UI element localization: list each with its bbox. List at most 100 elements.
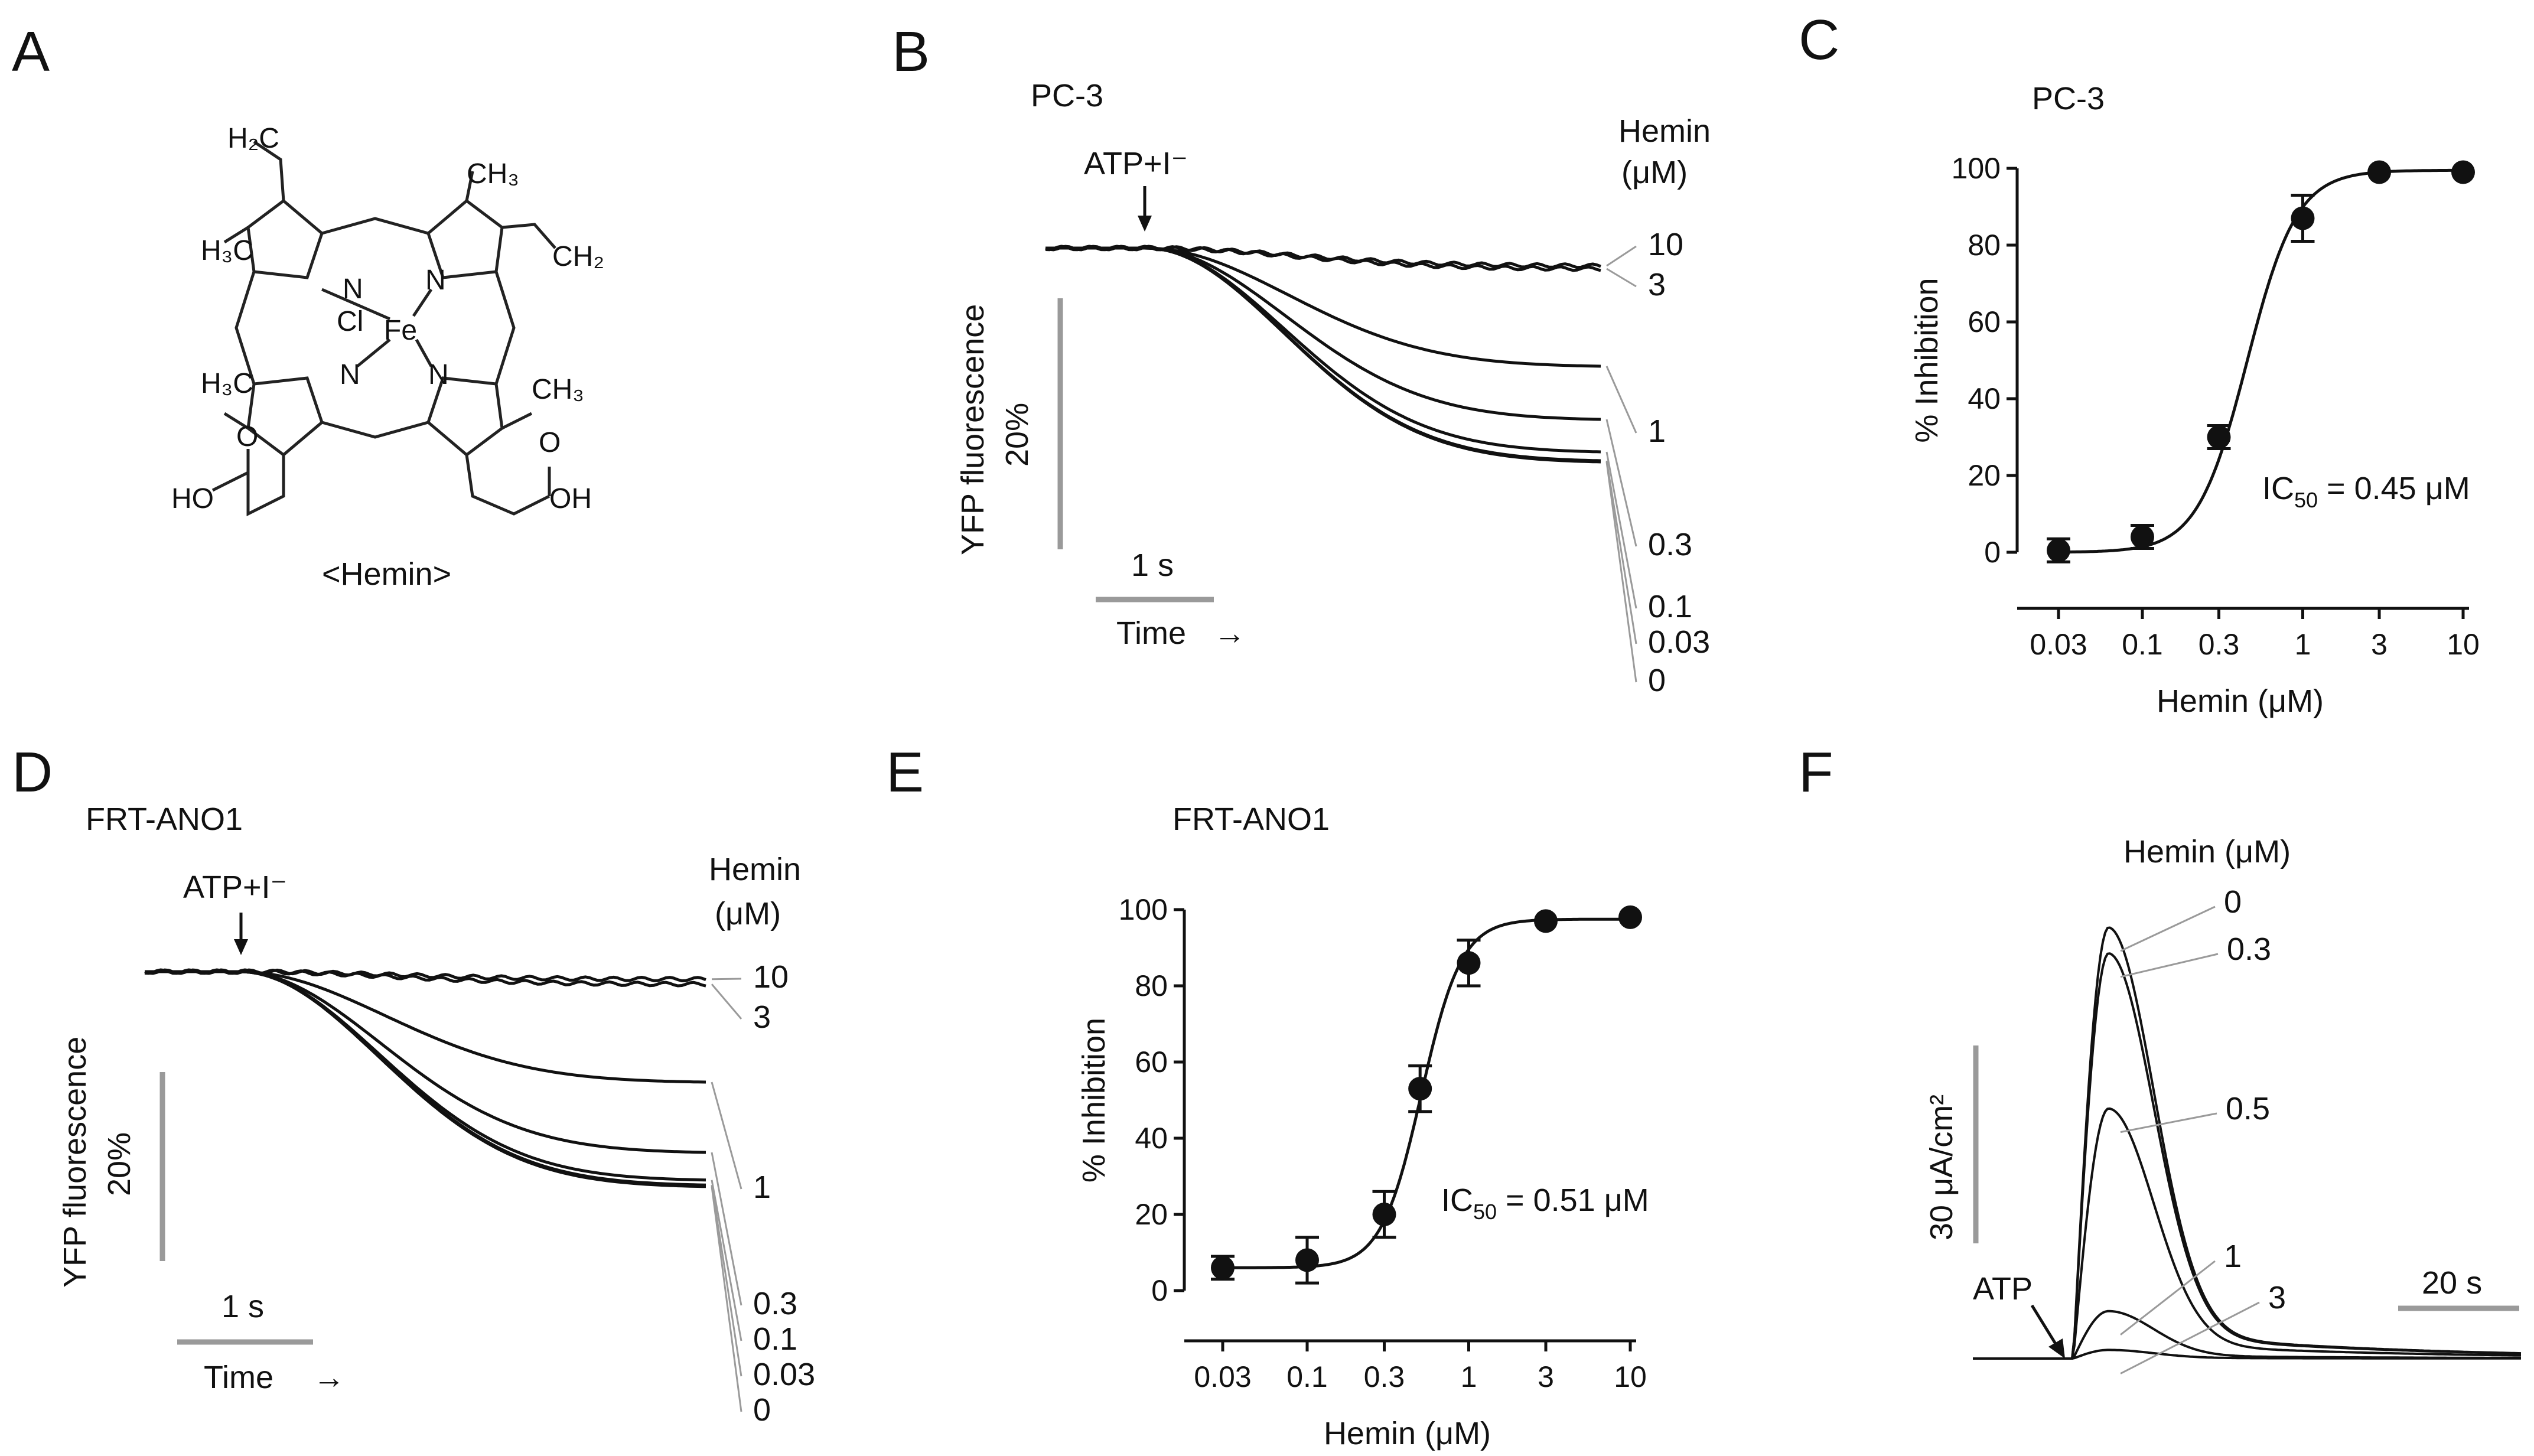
e-x-tick-label: 3 xyxy=(1538,1360,1554,1393)
panel-d-traces: 10 3 1 0.30.10.030 xyxy=(144,959,815,1428)
c-x-tick-label: 0.1 xyxy=(2122,628,2163,661)
pyrrole-ring-3 xyxy=(246,376,324,457)
panel-d-cell-line: FRT-ANO1 xyxy=(86,802,243,837)
atom-oh: OH xyxy=(549,483,592,514)
panel-letter-f: F xyxy=(1799,741,1833,804)
atom-cl: Cl xyxy=(337,306,363,337)
panel-letter-d: D xyxy=(12,741,53,804)
b-label-leader xyxy=(1606,245,1637,267)
f-label-leader xyxy=(2120,953,2219,978)
panel-b-cell-line: PC-3 xyxy=(1031,78,1103,113)
d-series-label: 0.1 xyxy=(753,1321,797,1357)
c-x-tick-label: 3 xyxy=(2371,628,2388,661)
panel-b-y-scale-label: 20% xyxy=(999,403,1035,467)
f-series-label: 1 xyxy=(2224,1239,2242,1274)
c-data-point xyxy=(2130,525,2154,549)
panel-f: Hemin (μM) 30 μA/cm² 20 s ATP 0 0.3 0.5 13 xyxy=(1924,834,2522,1374)
f-series-label: 0.3 xyxy=(2227,931,2271,967)
d-series-label: 1 xyxy=(753,1170,771,1205)
f-label-leader xyxy=(2120,905,2216,952)
e-y-tick-label: 60 xyxy=(1135,1045,1168,1079)
panel-c-ic50: IC50 = 0.45 μM xyxy=(2262,471,2470,512)
e-data-point xyxy=(1408,1077,1432,1101)
atom-n2: N xyxy=(425,265,446,296)
fe-n-bond-1 xyxy=(321,288,390,321)
fe-n-bond-4 xyxy=(415,338,433,367)
panel-b-x-scale-label: 1 s xyxy=(1131,548,1174,583)
panel-c-cell-line: PC-3 xyxy=(2032,81,2105,116)
b-series-label: 0.03 xyxy=(1648,624,1710,660)
b-label-leader xyxy=(1605,461,1637,683)
panel-b-stimulus-label: ATP+I⁻ xyxy=(1084,146,1188,181)
atom-ho: HO xyxy=(171,483,214,514)
d-trace-0-3 xyxy=(145,970,706,1154)
c-y-tick-label: 60 xyxy=(1968,305,2001,338)
d-series-label: 0.3 xyxy=(753,1286,797,1321)
panel-d-stimulus-arrowhead xyxy=(234,939,248,955)
hemin-structure: H₂C CH₃ H₃C CH₂ N N N N Fe Cl H₃C CH₃ HO… xyxy=(171,123,604,517)
b-series-label: 10 xyxy=(1648,227,1683,262)
f-series-label: 0 xyxy=(2224,884,2242,920)
panel-d-x-scale-label: 1 s xyxy=(222,1289,264,1324)
panel-f-stimulus-arrow-shaft xyxy=(2030,1304,2057,1345)
d-trace-1 xyxy=(145,970,706,1084)
panel-b-hemin-unit: (μM) xyxy=(1621,155,1688,190)
c-x-tick-label: 0.03 xyxy=(2030,628,2087,661)
panel-e-cell-line: FRT-ANO1 xyxy=(1172,802,1330,837)
d-label-leader xyxy=(711,983,742,1019)
fe-n-bond-2 xyxy=(412,288,433,317)
propionic-left xyxy=(211,455,285,517)
c-y-tick-label: 100 xyxy=(1952,152,2001,185)
pyrrole-ring-1 xyxy=(246,198,324,279)
panel-d-time-arrow: → xyxy=(313,1360,345,1395)
e-ylabel: % Inhibition xyxy=(1076,1018,1112,1183)
meso-bridge-left xyxy=(234,271,256,385)
panel-d: FRT-ANO1 ATP+I⁻ Hemin (μM) YFP fluoresce… xyxy=(57,802,815,1428)
f-label-leader xyxy=(2120,1260,2216,1336)
d-series-label: 0.03 xyxy=(753,1357,815,1392)
e-x-tick-label: 10 xyxy=(1614,1360,1647,1393)
methyl-top-right xyxy=(465,171,474,201)
b-label-leader xyxy=(1605,451,1637,609)
e-data-point xyxy=(1372,1203,1396,1226)
panel-d-hemin-unit: (μM) xyxy=(715,896,781,931)
panel-c-plot: 0 20 40 60 80 100 0.03 0.1 0.3 1 3 10 Hemin (μM) % In… xyxy=(1909,152,2480,719)
atom-h3c-left: H₃C xyxy=(201,235,253,266)
b-label-leader xyxy=(1605,419,1637,547)
d-label-leader xyxy=(711,1186,742,1412)
e-fit-curve xyxy=(1223,917,1630,1269)
panel-c: PC-3 0 20 40 60 80 100 0.03 0.1 0.3 1 3 10 Hemin (μM… xyxy=(1909,81,2480,719)
d-label-leader xyxy=(711,1082,742,1190)
f-trace-3 xyxy=(1973,1348,2521,1360)
d-trace-0 xyxy=(145,970,706,1188)
atom-n1: N xyxy=(343,273,363,305)
panel-d-hemin-header: Hemin xyxy=(709,852,801,887)
d-label-leader xyxy=(711,1152,742,1306)
panel-e-ic50: IC50 = 0.51 μM xyxy=(1441,1183,1649,1224)
meso-bridge-top xyxy=(321,217,429,235)
b-series-label: 0.3 xyxy=(1648,527,1692,562)
panel-e-plot: 0 20 40 60 80 100 0.03 0.1 0.3 1 3 10 Hemin (μM) % In… xyxy=(1076,893,1647,1451)
atom-ch2-right: CH₂ xyxy=(552,241,604,272)
panel-f-stimulus-label: ATP xyxy=(1973,1271,2033,1307)
d-series-label: 10 xyxy=(753,959,789,995)
c-fit-curve xyxy=(2058,168,2463,554)
atom-ch3-low: CH₃ xyxy=(532,374,584,405)
b-label-leader xyxy=(1606,268,1637,288)
c-data-point xyxy=(2451,160,2475,184)
vinyl-right xyxy=(501,223,556,249)
d-series-label: 0 xyxy=(753,1392,771,1428)
panel-b-ylabel: YFP fluorescence xyxy=(955,304,991,555)
atom-ch3-top: CH₃ xyxy=(467,158,519,190)
meso-bridge-bottom xyxy=(321,421,429,439)
e-x-tick-label: 1 xyxy=(1461,1360,1477,1393)
panel-letter-e: E xyxy=(886,741,924,804)
panel-f-x-scale-label: 20 s xyxy=(2422,1265,2482,1301)
panel-letter-b: B xyxy=(892,20,930,83)
e-data-point xyxy=(1618,905,1642,929)
panel-b-stimulus-arrowhead xyxy=(1138,216,1152,232)
b-trace-0-1 xyxy=(1045,246,1601,454)
panel-letter-c: C xyxy=(1799,8,1839,71)
panel-b-traces: 10 3 1 0.3 0.10.030 xyxy=(1045,227,1710,698)
panel-b-time-arrow: → xyxy=(1214,615,1246,651)
